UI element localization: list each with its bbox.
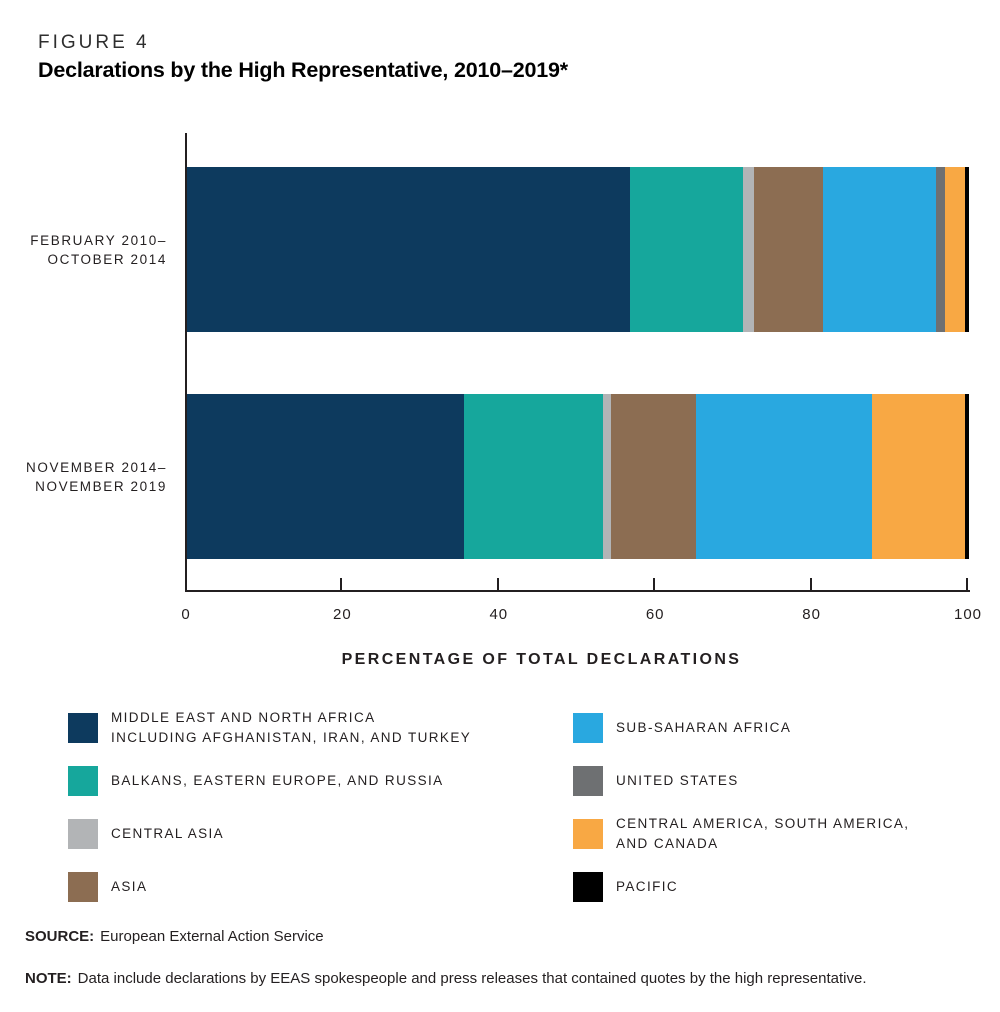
bar-segment bbox=[753, 167, 823, 332]
united-states-swatch bbox=[573, 766, 603, 796]
legend-item-sub-saharan-africa: SUB-SAHARAN AFRICA bbox=[573, 713, 983, 743]
category-label: FEBRUARY 2010– OCTOBER 2014 bbox=[30, 232, 167, 267]
legend-label: BALKANS, EASTERN EUROPE, AND RUSSIA bbox=[111, 773, 444, 788]
category-label: NOVEMBER 2014– NOVEMBER 2019 bbox=[26, 459, 167, 494]
bar-segment bbox=[965, 167, 969, 332]
legend-item-asia: ASIA bbox=[68, 872, 538, 902]
legend-item-balkans-eastern-europe-russia: BALKANS, EASTERN EUROPE, AND RUSSIA bbox=[68, 766, 538, 796]
bar-segment bbox=[187, 167, 630, 332]
legend-label: PACIFIC bbox=[616, 879, 679, 894]
bar-segment bbox=[187, 394, 464, 559]
figure-title: Declarations by the High Representative,… bbox=[38, 58, 568, 82]
central-asia-swatch bbox=[68, 819, 98, 849]
x-axis-line bbox=[185, 590, 970, 592]
y-axis-line bbox=[185, 133, 187, 592]
middle-east-north-africa-swatch bbox=[68, 713, 98, 743]
bar-segment bbox=[629, 167, 743, 332]
bar-segment bbox=[696, 394, 872, 559]
x-axis-tick bbox=[496, 578, 499, 590]
central-america-south-america-canada-swatch bbox=[573, 819, 603, 849]
x-axis-tick-label: 20 bbox=[333, 606, 352, 623]
legend-item-central-america-south-america-canada: CENTRAL AMERICA, SOUTH AMERICA, AND CANAD… bbox=[573, 816, 983, 851]
legend-item-pacific: PACIFIC bbox=[573, 872, 983, 902]
bar-segment bbox=[463, 394, 603, 559]
x-axis-tick bbox=[653, 578, 656, 590]
note-line: NOTE: Data include declarations by EEAS s… bbox=[25, 970, 867, 987]
x-axis-tick bbox=[966, 578, 968, 590]
bar-segment bbox=[871, 394, 966, 559]
legend-item-central-asia: CENTRAL ASIA bbox=[68, 819, 538, 849]
legend-label: CENTRAL ASIA bbox=[111, 826, 225, 841]
pacific-swatch bbox=[573, 872, 603, 902]
legend-column: MIDDLE EAST AND NORTH AFRICA INCLUDING AF… bbox=[68, 710, 538, 925]
x-axis-tick-label: 80 bbox=[802, 606, 821, 623]
legend-label: CENTRAL AMERICA, SOUTH AMERICA, AND CANAD… bbox=[616, 816, 910, 851]
x-axis-tick-label: 0 bbox=[181, 606, 191, 623]
x-axis-tick bbox=[809, 578, 812, 590]
legend-label: MIDDLE EAST AND NORTH AFRICA INCLUDING AF… bbox=[111, 710, 472, 745]
legend-label: ASIA bbox=[111, 879, 148, 894]
figure-label: FIGURE 4 bbox=[38, 32, 150, 53]
legend-item-middle-east-north-africa: MIDDLE EAST AND NORTH AFRICA INCLUDING AF… bbox=[68, 710, 538, 745]
legend-item-united-states: UNITED STATES bbox=[573, 766, 983, 796]
bar-segment bbox=[610, 394, 697, 559]
x-axis-tick-label: 40 bbox=[489, 606, 509, 623]
stacked-bar bbox=[187, 167, 969, 332]
legend-column: SUB-SAHARAN AFRICA UNITED STATES CENTRAL A… bbox=[573, 713, 983, 925]
note-label: NOTE: bbox=[25, 970, 72, 987]
x-axis-tick-label: 60 bbox=[645, 606, 665, 623]
stacked-bar bbox=[187, 394, 969, 559]
x-axis-title: PERCENTAGE OF TOTAL DECLARATIONS bbox=[341, 651, 742, 668]
x-axis-tick bbox=[340, 578, 343, 590]
bar-segment bbox=[965, 394, 969, 559]
source-line: SOURCE: European External Action Service bbox=[25, 928, 324, 945]
x-axis-tick-label: 100 bbox=[953, 606, 983, 623]
bar-segment bbox=[936, 167, 946, 332]
bar-segment bbox=[945, 167, 966, 332]
legend-label: SUB-SAHARAN AFRICA bbox=[616, 720, 792, 735]
balkans-eastern-europe-russia-swatch bbox=[68, 766, 98, 796]
note-text: Data include declarations by EEAS spokes… bbox=[77, 970, 867, 987]
source-text: European External Action Service bbox=[100, 928, 324, 945]
sub-saharan-africa-swatch bbox=[573, 713, 603, 743]
bar-segment bbox=[822, 167, 937, 332]
bar-segment bbox=[603, 394, 611, 559]
bar-segment bbox=[742, 167, 754, 332]
asia-swatch bbox=[68, 872, 98, 902]
source-label: SOURCE: bbox=[25, 928, 95, 945]
legend-label: UNITED STATES bbox=[616, 773, 739, 788]
